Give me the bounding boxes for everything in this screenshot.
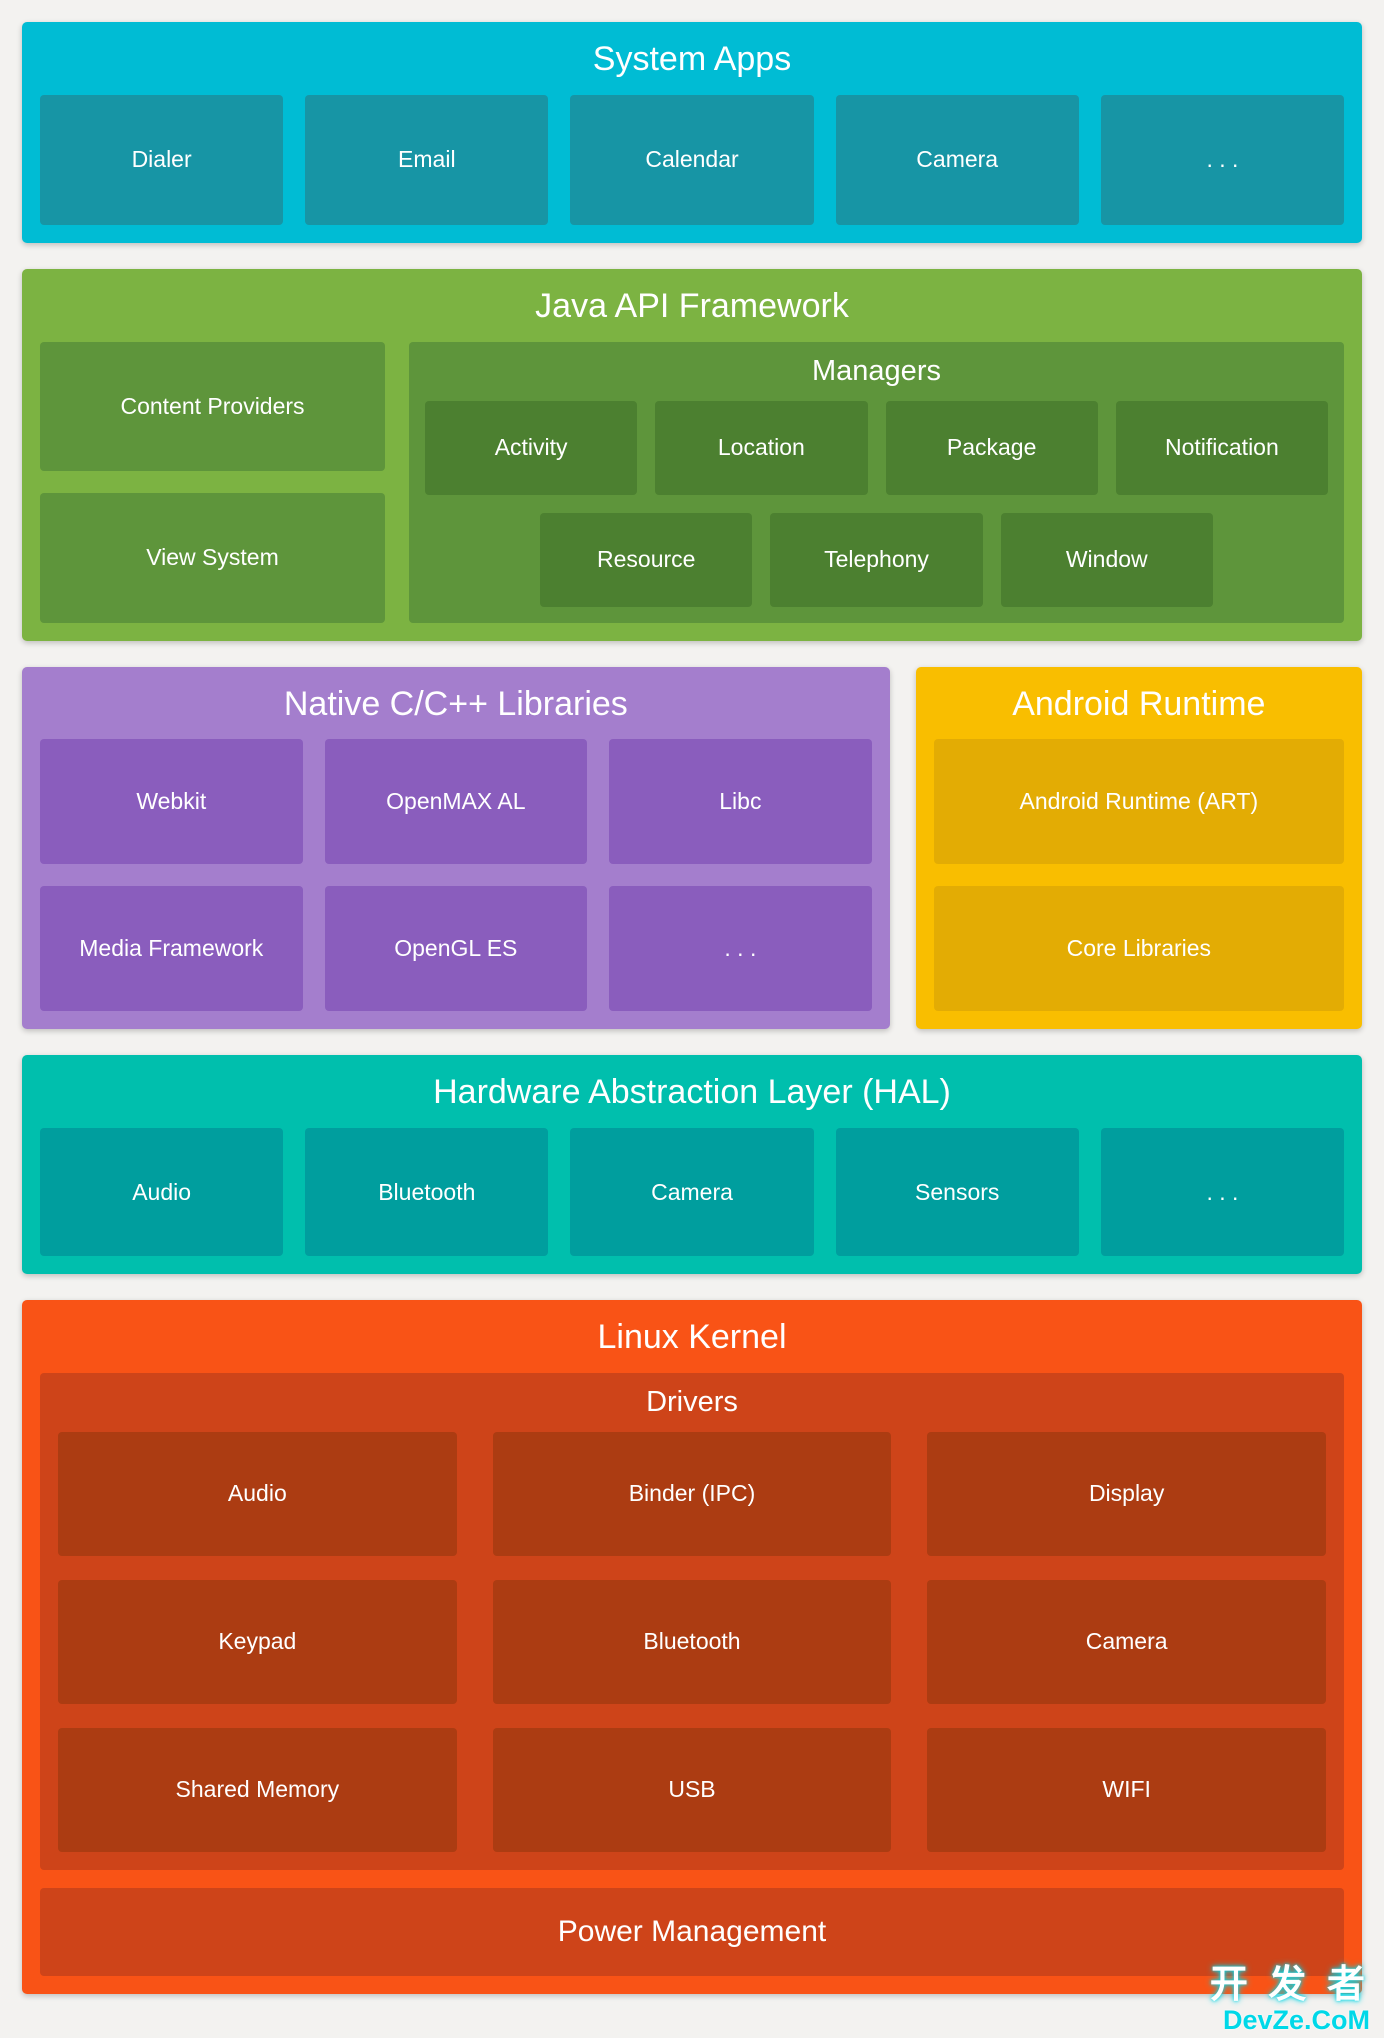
managers-title: Managers [812,354,941,387]
java-api-content: Content Providers View System Managers A… [40,341,1344,623]
box-more-hal: . . . [1100,1128,1345,1257]
chip-resource-manager: Resource [540,512,753,607]
chip-bluetooth-driver: Bluetooth [492,1579,892,1704]
box-dialer: Dialer [40,94,284,225]
box-media-framework: Media Framework [40,886,303,1012]
java-api-left-column: Content Providers View System [40,341,385,623]
section-java-api-framework: Java API Framework Content Providers Vie… [22,268,1362,641]
box-view-system: View System [40,493,385,623]
box-more-apps: . . . [1100,94,1345,225]
box-calendar: Calendar [570,94,814,225]
box-libc: Libc [609,739,872,865]
section-native-libraries: Native C/C++ Libraries Webkit OpenMAX AL… [22,666,890,1030]
hal-title: Hardware Abstraction Layer (HAL) [433,1073,951,1112]
managers-row-2: Resource Telephony Window [425,512,1328,607]
chip-notification-manager: Notification [1115,400,1328,495]
chip-shared-memory-driver: Shared Memory [58,1727,457,1852]
section-hal: Hardware Abstraction Layer (HAL) Audio B… [22,1055,1362,1275]
chip-audio-driver: Audio [58,1431,457,1556]
libraries-runtime-row: Native C/C++ Libraries Webkit OpenMAX AL… [22,666,1362,1030]
chip-camera-driver: Camera [927,1579,1326,1704]
box-more-libs: . . . [609,886,872,1012]
box-content-providers: Content Providers [40,341,385,472]
box-sensors-hal: Sensors [835,1128,1079,1257]
java-api-title: Java API Framework [535,286,849,325]
watermark-site-text: DevZe.CoM [1222,2004,1370,2035]
chip-location-manager: Location [655,400,868,495]
drivers-panel: Drivers Audio Binder (IPC) Display Keypa… [40,1372,1344,1870]
chip-binder-ipc-driver: Binder (IPC) [492,1431,892,1556]
box-opengl-es: OpenGL ES [324,886,588,1012]
chip-window-manager: Window [1000,512,1213,607]
drivers-grid: Audio Binder (IPC) Display Keypad Blueto… [58,1431,1326,1852]
native-libraries-title: Native C/C++ Libraries [283,684,628,723]
box-camera-hal: Camera [570,1128,814,1257]
chip-wifi-driver: WIFI [927,1727,1326,1852]
box-bluetooth-hal: Bluetooth [305,1128,549,1257]
linux-kernel-title: Linux Kernel [597,1318,787,1357]
chip-telephony-manager: Telephony [770,512,983,607]
box-core-libraries: Core Libraries [933,886,1344,1012]
box-camera-app: Camera [835,94,1079,225]
drivers-title: Drivers [646,1385,738,1418]
section-linux-kernel: Linux Kernel Drivers Audio Binder (IPC) … [22,1300,1362,1994]
hal-row: Audio Bluetooth Camera Sensors . . . [40,1128,1345,1257]
native-libraries-grid: Webkit OpenMAX AL Libc Media Framework O… [40,739,872,1012]
box-email: Email [305,94,549,225]
section-android-runtime: Android Runtime Android Runtime (ART) Co… [915,666,1362,1030]
android-runtime-column: Android Runtime (ART) Core Libraries [933,739,1344,1012]
box-audio-hal: Audio [40,1128,284,1257]
chip-activity-manager: Activity [425,400,638,495]
box-power-management: Power Management [40,1887,1344,1976]
box-openmax-al: OpenMAX AL [324,739,588,865]
box-webkit: Webkit [40,739,303,865]
managers-row-1: Activity Location Package Notification [425,400,1328,495]
system-apps-title: System Apps [592,40,792,78]
chip-package-manager: Package [885,400,1098,495]
chip-display-driver: Display [927,1431,1326,1556]
managers-panel: Managers Activity Location Package Notif… [409,341,1344,623]
android-runtime-title: Android Runtime [1012,684,1266,723]
chip-keypad-driver: Keypad [58,1579,457,1704]
chip-usb-driver: USB [492,1727,892,1852]
box-android-runtime-art: Android Runtime (ART) [933,739,1344,865]
system-apps-row: Dialer Email Calendar Camera . . . [40,94,1345,225]
section-system-apps: System Apps Dialer Email Calendar Camera… [22,22,1362,243]
